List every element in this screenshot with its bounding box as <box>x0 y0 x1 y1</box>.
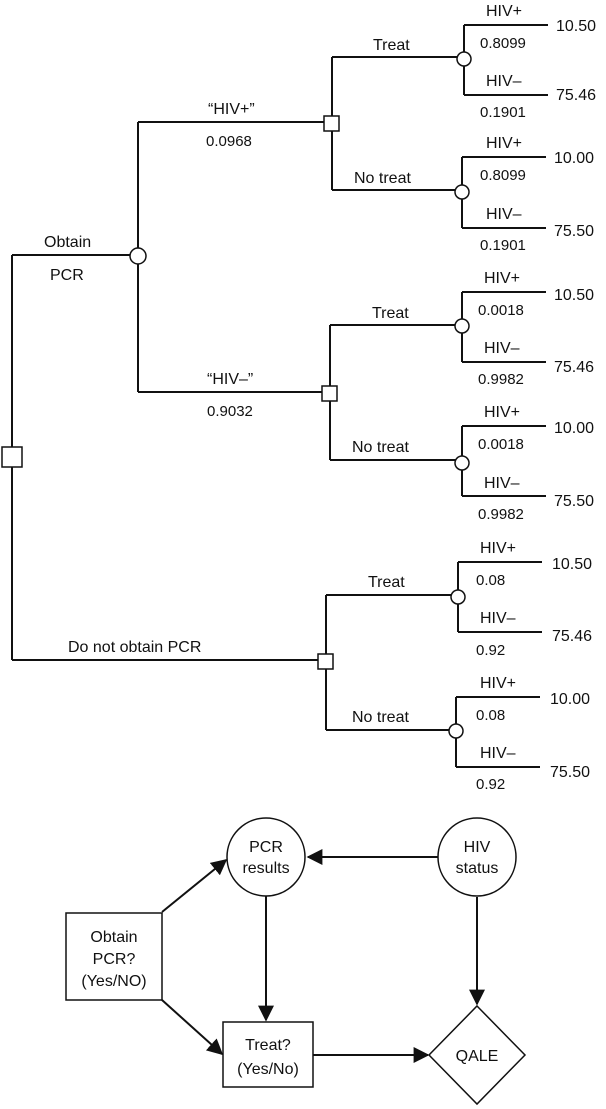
treat-label: Treat <box>372 305 409 322</box>
status-positive-prob: 0.08 <box>476 707 505 724</box>
status-positive-label: HIV+ <box>486 3 522 20</box>
status-positive-label: HIV+ <box>484 270 520 287</box>
status-negative-label: HIV– <box>486 206 522 223</box>
no-treat-label: No treat <box>352 709 409 726</box>
hiv-status-node <box>437 817 517 897</box>
status-positive-prob: 0.0018 <box>478 436 524 453</box>
status-chance-node <box>450 589 466 605</box>
arrow-obtain-to-pcr <box>161 858 228 913</box>
status-negative-label: HIV– <box>480 745 516 762</box>
outcome-value: 10.00 <box>554 420 594 437</box>
treatment-group-negative: Treat No treat HIV+ 0.0018 10.50 HIV– 0.… <box>321 270 594 523</box>
status-negative-prob: 0.1901 <box>480 104 526 121</box>
status-negative-prob: 0.9982 <box>478 506 524 523</box>
qale-label: QALE <box>456 1048 499 1065</box>
outcome-value: 10.50 <box>552 556 592 573</box>
outcome-value: 75.46 <box>556 87 596 104</box>
treat-decision-node <box>323 115 340 132</box>
status-negative-label: HIV– <box>484 340 520 357</box>
qale-value-node <box>427 1004 527 1106</box>
root-decision-node <box>1 446 23 468</box>
test-result-chance-node <box>129 247 147 265</box>
status-negative-prob: 0.92 <box>476 642 505 659</box>
treat-label: Treat <box>373 37 410 54</box>
treat-decision-node <box>317 653 334 670</box>
status-positive-prob: 0.8099 <box>480 35 526 52</box>
status-negative-prob: 0.1901 <box>480 237 526 254</box>
status-positive-label: HIV+ <box>480 540 516 557</box>
status-negative-prob: 0.92 <box>476 776 505 793</box>
outcome-value: 75.46 <box>552 628 592 645</box>
result-negative-label: “HIV–” <box>207 371 253 388</box>
result-positive-prob: 0.0968 <box>206 133 252 150</box>
treat-line2: (Yes/No) <box>237 1061 299 1078</box>
outcome-value: 10.00 <box>554 150 594 167</box>
arrow-obtain-to-treat <box>161 999 224 1056</box>
outcome-value: 75.50 <box>550 764 590 781</box>
outcome-value: 75.50 <box>554 223 594 240</box>
treat-line1: Treat? <box>245 1037 291 1054</box>
obtain-pcr-line3: (Yes/NO) <box>81 973 146 990</box>
pcr-results-node <box>226 817 306 897</box>
status-chance-node <box>448 723 464 739</box>
treatment-group-positive: Treat No treat HIV+ 0.8099 10.50 HIV– 0.… <box>323 3 596 254</box>
no-treat-label: No treat <box>354 170 411 187</box>
status-negative-label: HIV– <box>486 73 522 90</box>
obtain-pcr-label-line2: PCR <box>50 267 84 284</box>
pcr-results-line1: PCR <box>249 839 283 856</box>
hiv-status-line2: status <box>456 860 499 877</box>
status-positive-label: HIV+ <box>484 404 520 421</box>
status-positive-prob: 0.8099 <box>480 167 526 184</box>
obtain-pcr-label-line1: Obtain <box>44 234 91 251</box>
status-chance-node <box>454 184 470 200</box>
no-treat-label: No treat <box>352 439 409 456</box>
treatment-group-no-test: Treat No treat HIV+ 0.08 10.50 HIV– 0.92… <box>317 540 592 793</box>
influence-diagram: PCR results HIV status Obtain PCR? (Yes/… <box>65 817 527 1106</box>
status-negative-label: HIV– <box>480 610 516 627</box>
outcome-value: 75.46 <box>554 359 594 376</box>
status-chance-node <box>454 455 470 471</box>
status-negative-label: HIV– <box>484 475 520 492</box>
outcome-value: 10.50 <box>554 287 594 304</box>
outcome-value: 10.00 <box>550 691 590 708</box>
obtain-pcr-line2: PCR? <box>93 951 136 968</box>
result-positive-label: “HIV+” <box>208 101 255 118</box>
decision-tree: Obtain PCR “HIV+” 0.0968 “HIV–” 0.9032 D… <box>1 3 596 793</box>
outcome-value: 10.50 <box>556 18 596 35</box>
obtain-pcr-decision-node <box>65 912 163 1001</box>
hiv-status-line1: HIV <box>464 839 491 856</box>
status-chance-node <box>454 318 470 334</box>
treat-decision-node <box>321 385 338 402</box>
status-positive-prob: 0.08 <box>476 572 505 589</box>
status-positive-prob: 0.0018 <box>478 302 524 319</box>
obtain-pcr-line1: Obtain <box>90 929 137 946</box>
do-not-obtain-label: Do not obtain PCR <box>68 639 201 656</box>
status-positive-label: HIV+ <box>480 675 516 692</box>
status-positive-label: HIV+ <box>486 135 522 152</box>
result-negative-prob: 0.9032 <box>207 403 253 420</box>
treat-label: Treat <box>368 574 405 591</box>
pcr-results-line2: results <box>242 860 289 877</box>
status-chance-node <box>456 51 472 67</box>
status-negative-prob: 0.9982 <box>478 371 524 388</box>
treat-decision-node <box>222 1021 314 1088</box>
outcome-value: 75.50 <box>554 493 594 510</box>
